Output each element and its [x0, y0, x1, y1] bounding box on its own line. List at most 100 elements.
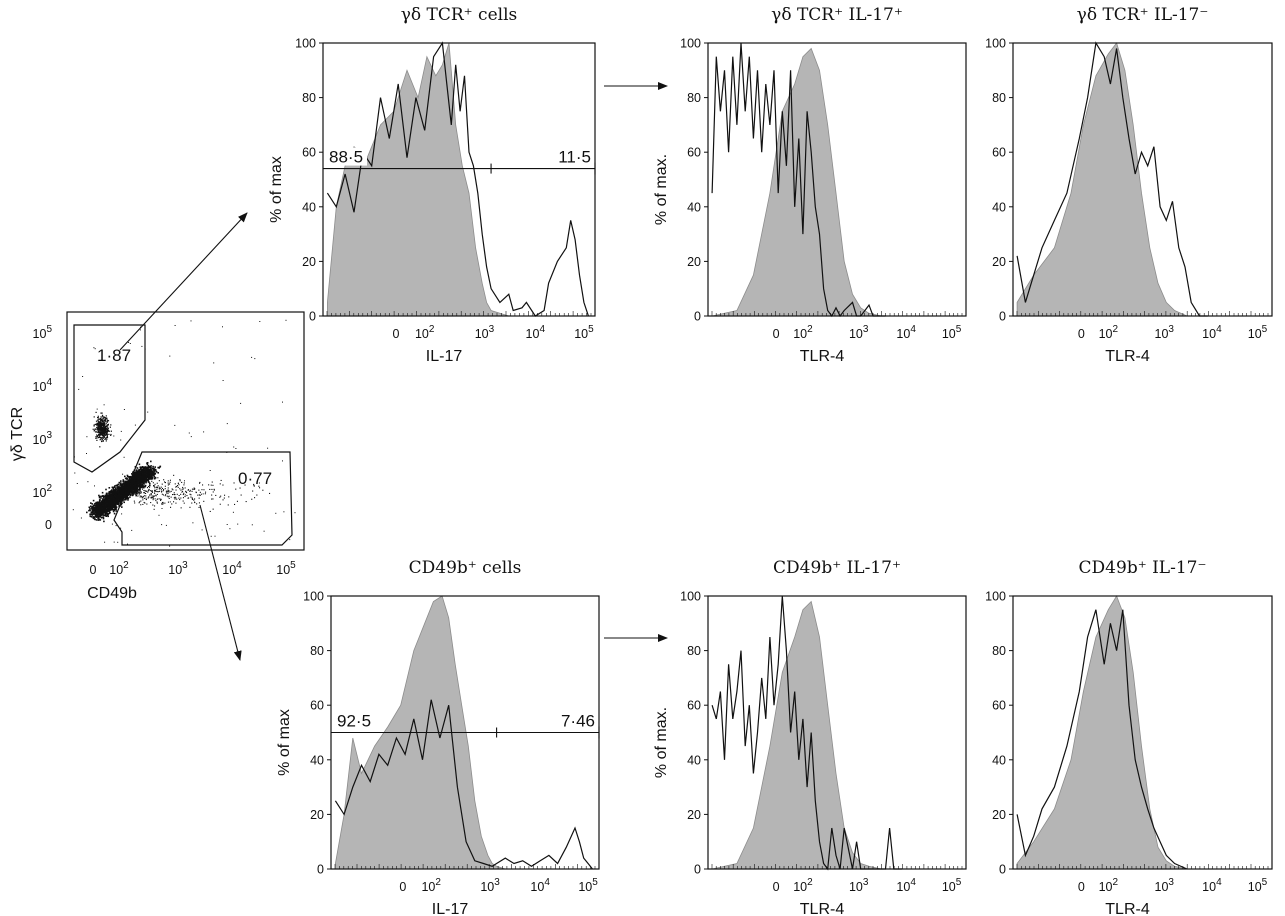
- cd49b-il17pos-tlr4-y-tick-label: 40: [687, 753, 701, 767]
- gd-il17neg-tlr4-y-tick-label: 0: [999, 310, 1006, 324]
- gd-il17neg-tlr4-y-tick-label: 60: [992, 146, 1006, 160]
- cd49b-il17neg-tlr4-x-tick-label: 104: [1202, 877, 1222, 894]
- gd-il17pos-tlr4-y-tick-label: 20: [687, 255, 701, 269]
- gd-il17-y-tick-label: 60: [302, 146, 316, 160]
- cd49b-il17pos-tlr4-y-tick-label: 100: [680, 590, 701, 604]
- gd-il17-x-tick-label: 0: [392, 327, 399, 341]
- gd-il17pos-tlr4-y-tick-label: 60: [687, 146, 701, 160]
- gd-il17pos-tlr4-x-tick-label: 0: [773, 327, 780, 341]
- dotplot-y-ticks: 0 102 103 104 105: [33, 324, 53, 532]
- cd49b-il17neg-tlr4-y-tick-label: 80: [992, 644, 1006, 658]
- cd49b-il17pos-tlr4-series-line: [711, 595, 902, 871]
- gate-gd-tcr-label: 1·87: [97, 346, 131, 365]
- cd49b-il17-gate-label-left: 92·5: [337, 712, 371, 731]
- gd-il17pos-tlr4-y-tick-label: 40: [687, 200, 701, 214]
- dotplot-x-tick-3: 103: [168, 560, 188, 577]
- cd49b-il17neg-tlr4-y-tick-label: 100: [985, 590, 1006, 604]
- flow-arrows: [119, 82, 668, 661]
- cd49b-il17pos-tlr4-title: CD49b⁺ IL-17⁺: [773, 558, 901, 578]
- cd49b-il17pos-tlr4-y-label: % of max.: [653, 707, 670, 778]
- gate-gd-tcr: [73, 324, 146, 473]
- histogram-panels: 0 20 40 60 80 100 0 102 103 104 105 γδ TCR⁺ cells IL…: [268, 5, 1273, 916]
- cd49b-il17neg-tlr4-x-tick-label: 102: [1099, 877, 1119, 894]
- cd49b-il17pos-tlr4-y-tick-label: 20: [687, 808, 701, 822]
- cd49b-il17-x-tick-label: 104: [530, 877, 550, 894]
- cd49b-il17neg-tlr4-y-tick-label: 40: [992, 753, 1006, 767]
- gd-il17neg-tlr4-x-tick-label: 102: [1099, 324, 1119, 341]
- cd49b-il17pos-tlr4-x-tick-label: 103: [849, 877, 869, 894]
- gd-il17-x-tick-label: 103: [475, 324, 495, 341]
- histogram-cd49b-il17neg-tlr4: 0 20 40 60 80 100 0 102 103 104 105 CD49b⁺ IL-17⁻ TL…: [985, 558, 1273, 916]
- gd-il17pos-tlr4-x-tick-label: 102: [793, 324, 813, 341]
- gd-il17-title: γδ TCR⁺ cells: [401, 5, 518, 25]
- gd-il17pos-tlr4-y-tick-label: 100: [680, 37, 701, 51]
- gd-il17pos-tlr4-x-label: TLR-4: [800, 348, 845, 365]
- gd-il17-y-label: % of max: [268, 156, 285, 223]
- cd49b-il17pos-tlr4-x-tick-label: 105: [942, 877, 962, 894]
- cd49b-il17neg-tlr4-frame: [1012, 595, 1273, 870]
- gd-il17-gate-label-bg: [327, 147, 367, 166]
- gd-il17pos-tlr4-series-line: [711, 42, 886, 318]
- cd49b-il17-y-label: % of max: [276, 709, 293, 776]
- cd49b-il17pos-tlr4-y-tick-label: 60: [687, 699, 701, 713]
- cd49b-il17pos-tlr4-y-tick-label: 0: [694, 863, 701, 877]
- gd-il17neg-tlr4-y-tick-label: 100: [985, 37, 1006, 51]
- dotplot-x-tick-5: 105: [276, 560, 296, 577]
- cd49b-il17pos-tlr4-frame: [707, 595, 967, 870]
- gate-cd49b: [113, 451, 293, 546]
- gd-il17-x-tick-label: 105: [574, 324, 594, 341]
- cd49b-il17neg-tlr4-x-tick-label: 0: [1078, 880, 1085, 894]
- gd-il17-x-tick-label: 102: [415, 324, 435, 341]
- cd49b-il17-title: CD49b⁺ cells: [409, 558, 522, 578]
- gd-il17neg-tlr4-x-tick-label: 104: [1202, 324, 1222, 341]
- gd-il17pos-tlr4-y-label: % of max.: [653, 154, 670, 225]
- gd-il17neg-tlr4-title: γδ TCR⁺ IL-17⁻: [1077, 5, 1209, 25]
- gd-il17neg-tlr4-series-line: [1016, 41, 1208, 317]
- histogram-cd49b-il17pos-tlr4: 0 20 40 60 80 100 0 102 103 104 105 CD49b⁺ IL-17⁺ TL…: [653, 558, 967, 916]
- gd-il17pos-tlr4-x-tick-label: 104: [896, 324, 916, 341]
- dotplot-y-tick-3: 103: [33, 430, 53, 447]
- dotplot-x-label: CD49b: [87, 585, 137, 602]
- cd49b-il17pos-tlr4-y-tick-label: 80: [687, 644, 701, 658]
- gd-il17neg-tlr4-frame: [1012, 42, 1273, 317]
- gd-il17-x-tick-label: 104: [526, 324, 546, 341]
- cd49b-il17neg-tlr4-y-tick-label: 60: [992, 699, 1006, 713]
- histogram-gd-il17pos-tlr4: 0 20 40 60 80 100 0 102 103 104 105 γδ TCR⁺ IL-17⁺ T…: [653, 5, 967, 365]
- cd49b-il17-y-tick-label: 100: [303, 590, 324, 604]
- cd49b-il17neg-tlr4-x-tick-label: 103: [1155, 877, 1175, 894]
- cd49b-il17-x-tick-label: 102: [421, 877, 441, 894]
- cd49b-il17-x-label: IL-17: [432, 901, 469, 916]
- gd-il17neg-tlr4-series-filled: [1016, 42, 1188, 317]
- cd49b-il17neg-tlr4-x-tick-label: 105: [1248, 877, 1268, 894]
- cd49b-il17neg-tlr4-y-tick-label: 20: [992, 808, 1006, 822]
- dotplot-y-tick-0: 0: [45, 518, 52, 532]
- histogram-gd-il17neg-tlr4: 0 20 40 60 80 100 0 102 103 104 105 γδ TCR⁺ IL-17⁻ T…: [985, 5, 1273, 365]
- gd-il17-gate-label-right: 11·5: [558, 148, 591, 167]
- gd-il17-y-tick-label: 80: [302, 91, 316, 105]
- gd-il17-y-tick-label: 20: [302, 255, 316, 269]
- gd-il17neg-tlr4-x-tick-label: 103: [1155, 324, 1175, 341]
- gd-il17pos-tlr4-x-tick-label: 105: [942, 324, 962, 341]
- histogram-gd-il17: 0 20 40 60 80 100 0 102 103 104 105 γδ TCR⁺ cells IL…: [268, 5, 596, 365]
- gd-il17-y-tick-label: 100: [295, 37, 316, 51]
- gate-cd49b-label: 0·77: [238, 469, 272, 488]
- dotplot-x-tick-0: 0: [90, 563, 97, 577]
- cd49b-il17-gate-label-right: 7·46: [561, 712, 595, 731]
- cd49b-il17-y-tick-label: 80: [310, 644, 324, 658]
- cd49b-il17pos-tlr4-x-tick-label: 104: [896, 877, 916, 894]
- gd-il17pos-tlr4-title: γδ TCR⁺ IL-17⁺: [771, 5, 903, 25]
- cd49b-il17-y-tick-label: 20: [310, 808, 324, 822]
- gd-il17pos-tlr4-x-tick-label: 103: [849, 324, 869, 341]
- histogram-cd49b-il17: 0 20 40 60 80 100 0 102 103 104 105 CD49b⁺ cells IL-…: [276, 558, 600, 916]
- gd-il17-frame: [322, 42, 596, 317]
- dotplot-x-ticks: 0 102 103 104 105: [90, 560, 297, 577]
- cd49b-il17neg-tlr4-y-tick-label: 0: [999, 863, 1006, 877]
- cd49b-il17pos-tlr4-x-tick-label: 102: [793, 877, 813, 894]
- gd-il17neg-tlr4-x-tick-label: 0: [1078, 327, 1085, 341]
- arrow-to-gd-histogram: [119, 212, 248, 351]
- dotplot-y-tick-5: 105: [33, 324, 53, 341]
- gd-il17pos-tlr4-y-tick-label: 80: [687, 91, 701, 105]
- gd-il17pos-tlr4-frame: [707, 42, 967, 317]
- gd-il17-series-filled: [327, 42, 509, 317]
